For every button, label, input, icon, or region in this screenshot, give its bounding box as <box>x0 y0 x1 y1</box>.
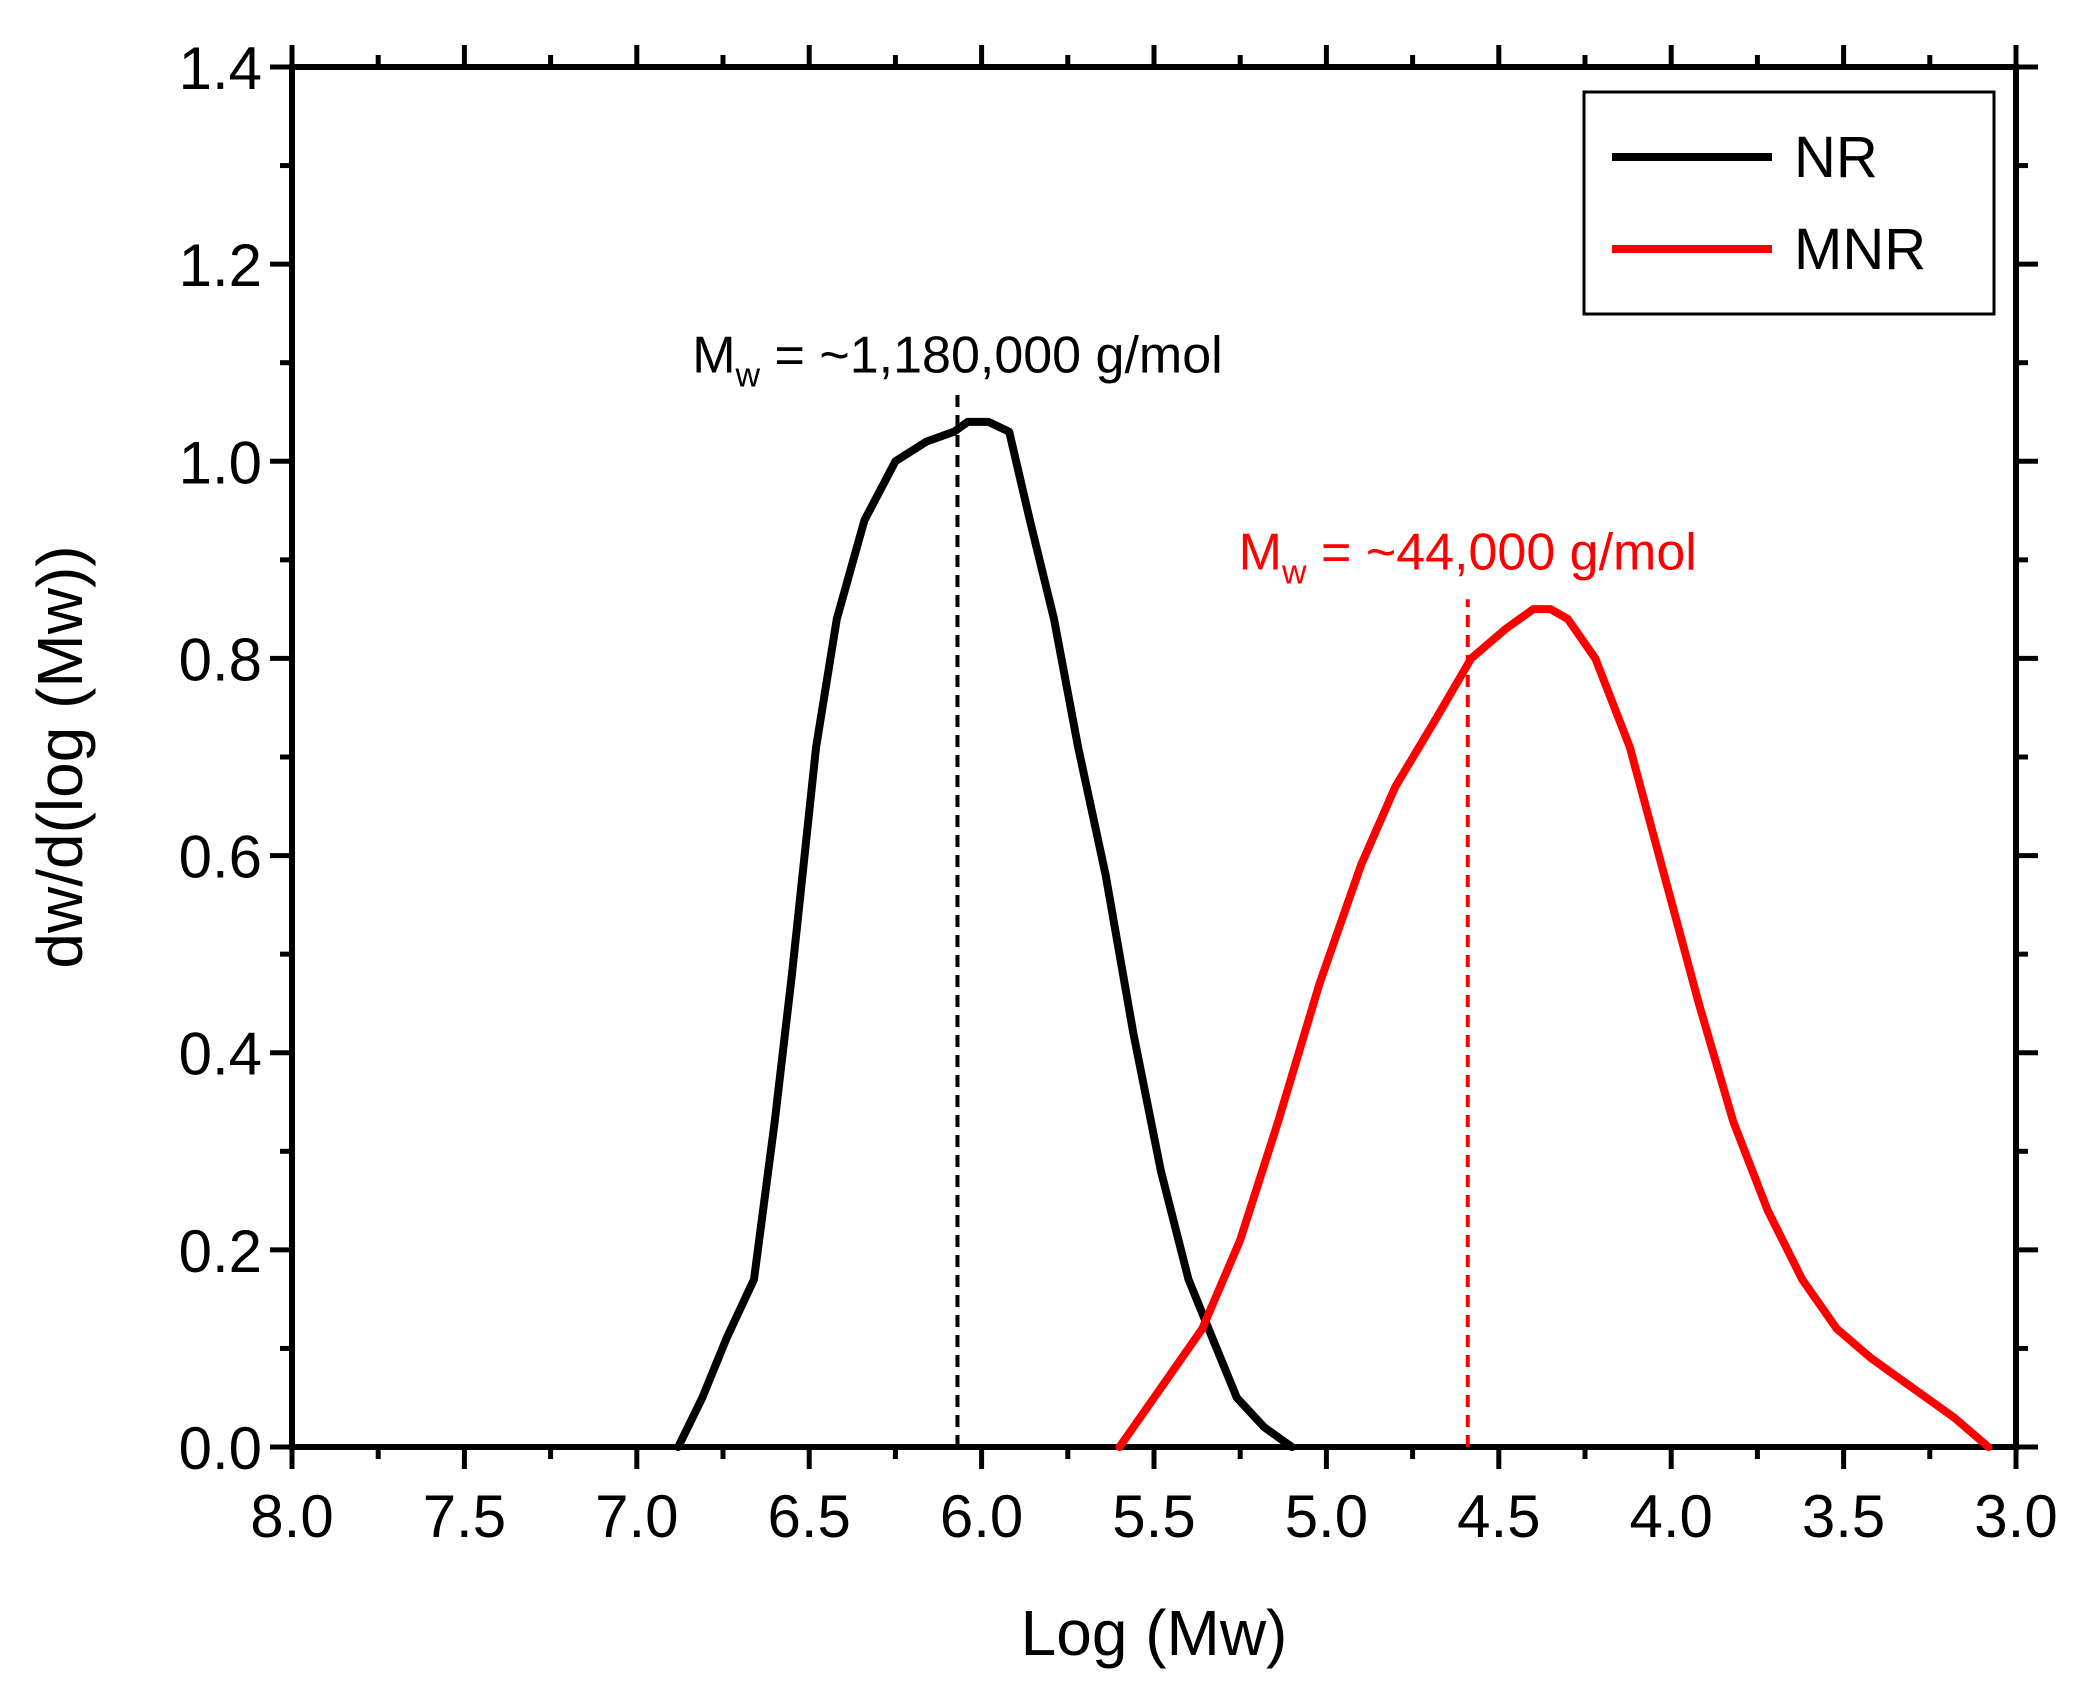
x-tick-label: 4.5 <box>1457 1483 1540 1550</box>
series-line-mnr <box>1115 605 1993 1451</box>
x-axis-label: Log (Mw) <box>1021 1597 1288 1669</box>
legend: NR MNR <box>1582 90 1996 316</box>
y-tick-label: 0.0 <box>179 1415 262 1482</box>
x-tick-label: 3.0 <box>1974 1483 2057 1550</box>
chart-marks: 8.0 7.5 7.0 6.5 6.0 5.5 5.0 4.5 4.0 3.5 3.0 0.0 0.2 0… <box>179 35 2058 1550</box>
legend-label-mnr: MNR <box>1794 217 1926 282</box>
x-tick-label: 6.0 <box>940 1483 1023 1550</box>
x-tick-label: 8.0 <box>250 1483 333 1550</box>
x-tick-label: 5.0 <box>1285 1483 1368 1550</box>
x-tick-label: 6.5 <box>767 1483 850 1550</box>
y-tick-label: 1.4 <box>179 35 262 102</box>
annotation-mnr: Mw = ~44,000 g/mol <box>1239 524 1697 592</box>
annotation-nr: Mw = ~1,180,000 g/mol <box>692 327 1222 395</box>
y-tick-label: 1.2 <box>179 232 262 299</box>
legend-label-nr: NR <box>1794 125 1878 190</box>
y-tick-label: 0.2 <box>179 1218 262 1285</box>
y-tick-label: 0.4 <box>179 1021 262 1088</box>
y-tick-label: 0.6 <box>179 824 262 891</box>
y-axis-label: dw/d(log (Mw)) <box>24 545 96 968</box>
y-tick-label: 0.8 <box>179 626 262 693</box>
x-tick-label: 4.0 <box>1629 1483 1712 1550</box>
y-tick-label: 1.0 <box>179 429 262 496</box>
series-line-nr <box>674 417 1296 1451</box>
x-tick-label: 7.0 <box>595 1483 678 1550</box>
x-tick-label: 3.5 <box>1802 1483 1885 1550</box>
x-tick-label: 5.5 <box>1112 1483 1195 1550</box>
legend-box <box>1582 90 1996 316</box>
x-tick-label: 7.5 <box>423 1483 506 1550</box>
